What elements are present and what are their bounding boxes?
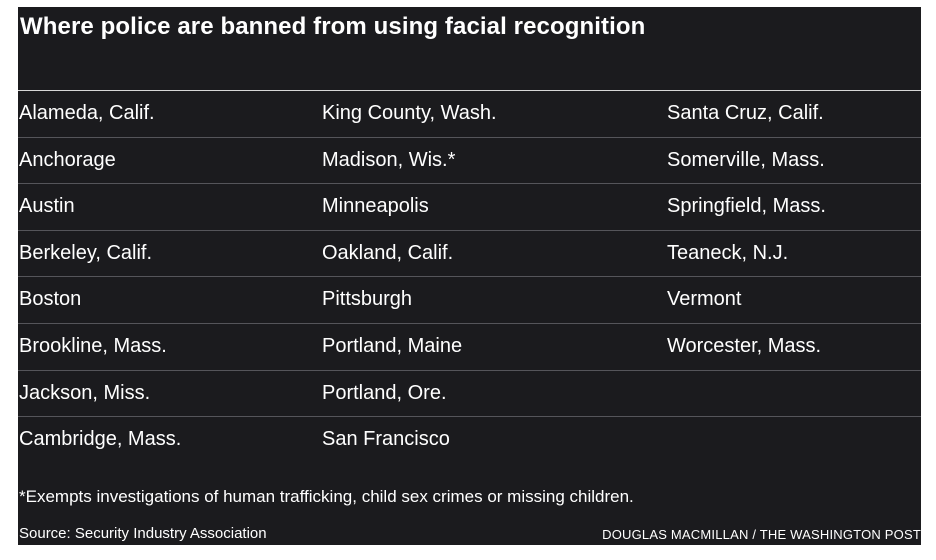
location-cell: Brookline, Mass. — [19, 334, 167, 357]
title-divider — [18, 90, 921, 91]
location-cell: Portland, Maine — [322, 334, 463, 357]
location-cell: Madison, Wis.* — [322, 148, 456, 171]
location-cell: San Francisco — [322, 428, 450, 451]
credit-line: DOUGLAS MACMILLAN / THE WASHINGTON POST — [602, 527, 921, 542]
location-cell: King County, Wash. — [322, 102, 497, 124]
location-cell: Teaneck, N.J. — [667, 241, 789, 264]
table-row: Anchorage Madison, Wis.* Somerville, Mas… — [18, 138, 921, 185]
table-row: Jackson, Miss. Portland, Ore. — [18, 371, 921, 418]
locations-table: Alameda, Calif. King County, Wash. Santa… — [18, 91, 921, 464]
location-cell: Berkeley, Calif. — [19, 241, 153, 264]
location-cell: Portland, Ore. — [322, 381, 447, 404]
location-cell: Santa Cruz, Calif. — [667, 102, 824, 124]
table-row: Boston Pittsburgh Vermont — [18, 277, 921, 324]
location-cell: Worcester, Mass. — [667, 334, 822, 357]
location-cell: Jackson, Miss. — [19, 381, 151, 404]
location-cell: Oakland, Calif. — [322, 241, 454, 264]
location-cell: Pittsburgh — [322, 288, 413, 311]
footnote: *Exempts investigations of human traffic… — [19, 487, 634, 506]
location-cell: Minneapolis — [322, 195, 429, 218]
location-cell: Austin — [19, 195, 75, 218]
table-row: Alameda, Calif. King County, Wash. Santa… — [18, 91, 921, 138]
location-cell: Cambridge, Mass. — [19, 428, 182, 451]
location-cell: Somerville, Mass. — [667, 148, 825, 171]
graphic-title: Where police are banned from using facia… — [20, 13, 646, 40]
table-row: Austin Minneapolis Springfield, Mass. — [18, 184, 921, 231]
location-cell: Alameda, Calif. — [19, 102, 155, 124]
table-row: Cambridge, Mass. San Francisco — [18, 417, 921, 464]
location-cell: Anchorage — [19, 148, 116, 171]
graphic-panel: Where police are banned from using facia… — [18, 7, 921, 545]
table-row: Berkeley, Calif. Oakland, Calif. Teaneck… — [18, 231, 921, 278]
table-row: Brookline, Mass. Portland, Maine Worcest… — [18, 324, 921, 371]
source-line: Source: Security Industry Association — [19, 525, 267, 542]
location-cell: Vermont — [667, 288, 742, 311]
location-cell: Springfield, Mass. — [667, 195, 826, 218]
location-cell: Boston — [19, 288, 82, 311]
